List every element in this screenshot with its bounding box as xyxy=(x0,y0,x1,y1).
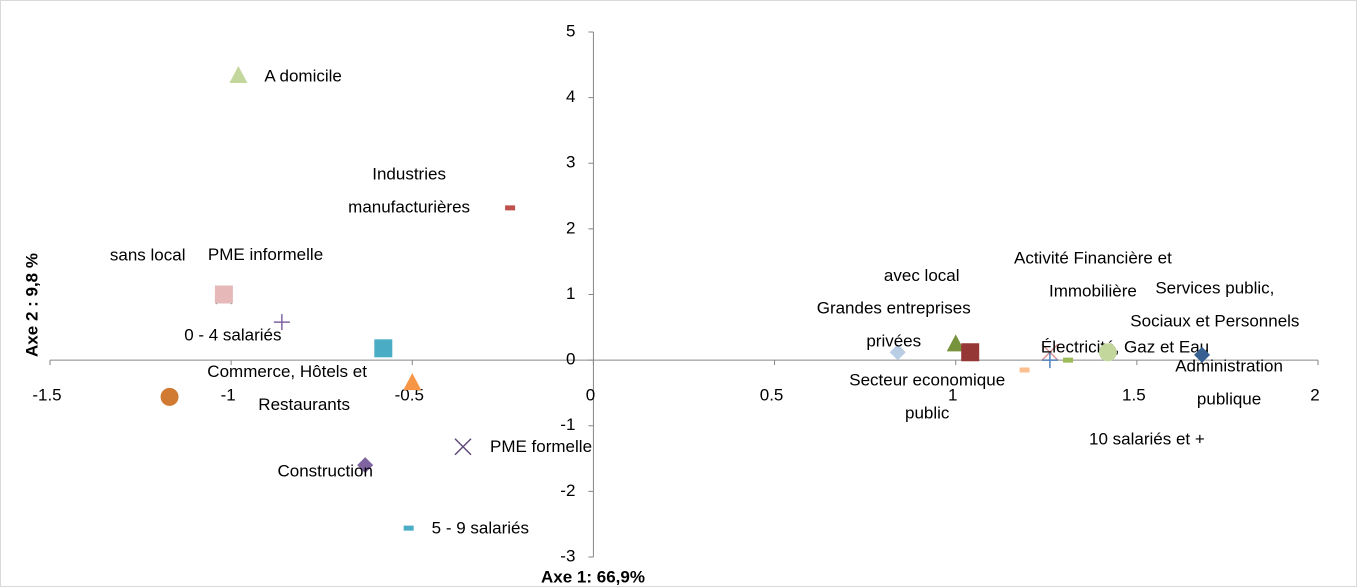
point-label: avec local xyxy=(884,266,960,285)
point-label: privées xyxy=(866,332,921,351)
point xyxy=(961,343,980,362)
point xyxy=(1098,343,1117,362)
point-label: Construction xyxy=(277,462,372,481)
point-label: 0 - 4 salariés xyxy=(184,326,281,345)
y-tick-label: 5 xyxy=(566,21,575,40)
point-label: Grandes entreprises xyxy=(817,299,971,318)
point-label: sans local xyxy=(110,245,186,264)
y-tick-label: 2 xyxy=(566,218,575,237)
point-label: A domicile xyxy=(264,66,341,85)
point xyxy=(505,205,516,211)
point-label: Électricité, Gaz et Eau xyxy=(1041,338,1209,357)
point-label: Secteur economique xyxy=(849,371,1005,390)
point xyxy=(273,314,290,331)
point-label: Industries xyxy=(372,164,446,183)
point xyxy=(1194,346,1211,363)
point-label: publique xyxy=(1197,389,1261,408)
point-label: public xyxy=(905,404,950,423)
x-tick-label: 0 xyxy=(586,386,595,405)
y-tick-label: -3 xyxy=(560,546,575,565)
point-label: Administration xyxy=(1175,356,1283,375)
x-tick-label: -0.5 xyxy=(395,386,424,405)
y-axis-label: Axe 2 : 9,8 % xyxy=(22,253,41,357)
x-tick-label: 1 xyxy=(948,386,957,405)
point-label: Sociaux et Personnels xyxy=(1130,312,1299,331)
point-label: Restaurants xyxy=(258,395,350,414)
y-tick-label: 3 xyxy=(566,153,575,172)
y-tick-label: 0 xyxy=(566,350,575,369)
point xyxy=(214,285,233,304)
point xyxy=(889,344,906,361)
y-tick-label: 1 xyxy=(566,284,575,303)
point xyxy=(1063,357,1074,363)
point-label: Services public, xyxy=(1155,279,1274,298)
point xyxy=(160,387,179,406)
x-tick-label: 2 xyxy=(1310,386,1319,405)
point xyxy=(454,438,472,456)
x-tick-label: -1 xyxy=(221,386,236,405)
point xyxy=(1019,367,1030,373)
point-label: Commerce, Hôtels et xyxy=(207,362,367,381)
point-label: Immobilière xyxy=(1049,282,1137,301)
x-tick-label: -1.5 xyxy=(32,386,61,405)
point xyxy=(357,457,374,474)
point-label: PME informelle xyxy=(208,245,323,264)
point xyxy=(229,65,248,83)
y-tick-label: 4 xyxy=(566,87,575,106)
point-label: manufacturières xyxy=(348,197,470,216)
x-tick-label: 0.5 xyxy=(760,386,784,405)
y-tick-label: -1 xyxy=(560,415,575,434)
point xyxy=(374,339,393,358)
point xyxy=(403,525,414,531)
point-label: Activité Financière et xyxy=(1014,249,1172,268)
x-axis-label: Axe 1: 66,9% xyxy=(541,567,645,586)
y-tick-label: -2 xyxy=(560,481,575,500)
point-label: PME formelle xyxy=(490,437,592,456)
point xyxy=(1041,352,1058,369)
point xyxy=(946,334,965,352)
point xyxy=(403,373,422,391)
point-label: 5 - 9 salariés xyxy=(432,519,529,538)
x-tick-label: 1.5 xyxy=(1122,386,1146,405)
point-label: 10 salariés et + xyxy=(1089,430,1205,449)
